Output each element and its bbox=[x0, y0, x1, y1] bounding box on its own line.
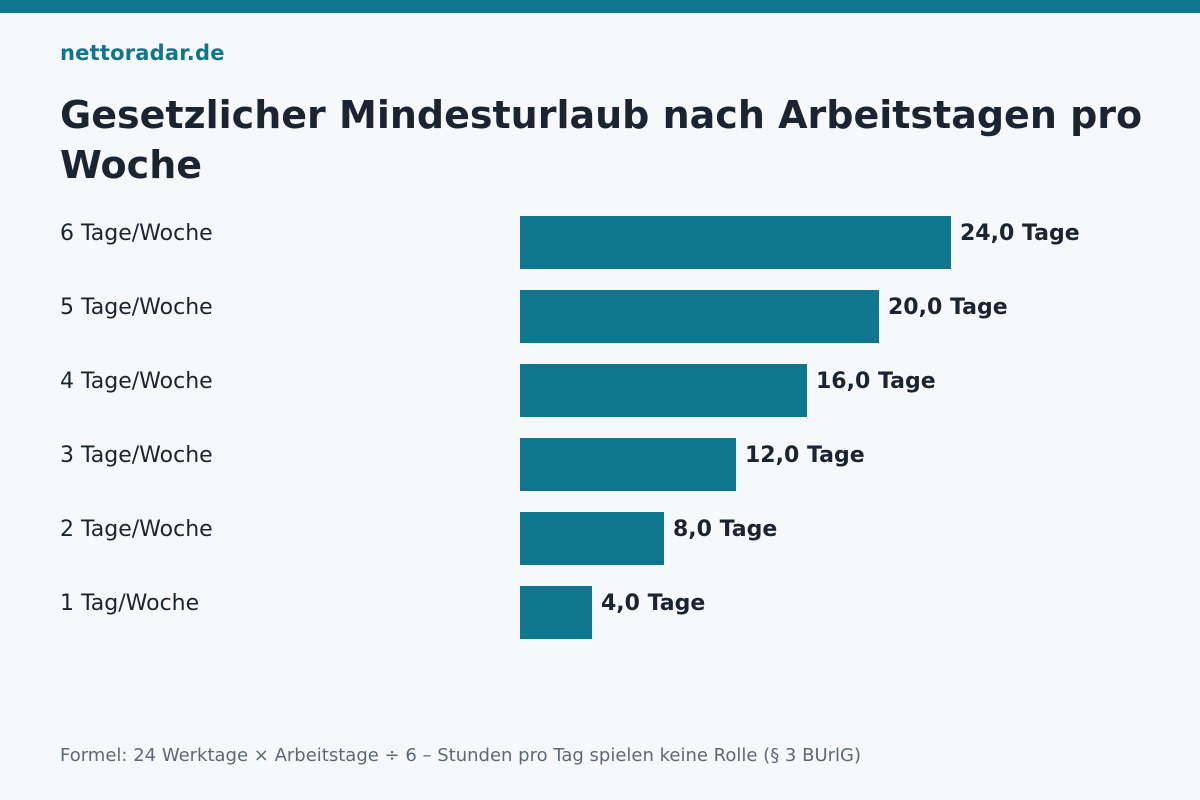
bar bbox=[520, 364, 807, 417]
category-label: 1 Tag/Woche bbox=[60, 591, 200, 616]
category-label: 3 Tage/Woche bbox=[60, 443, 213, 468]
bar bbox=[520, 290, 879, 343]
value-label: 4,0 Tage bbox=[601, 591, 706, 616]
bar bbox=[520, 216, 951, 269]
category-label: 5 Tage/Woche bbox=[60, 295, 213, 320]
brand-name: nettoradar.de bbox=[60, 41, 225, 65]
bar bbox=[520, 586, 592, 639]
category-label: 2 Tage/Woche bbox=[60, 517, 213, 542]
chart-title: Gesetzlicher Mindesturlaub nach Arbeitst… bbox=[60, 93, 1143, 187]
value-label: 12,0 Tage bbox=[745, 443, 865, 468]
category-label: 6 Tage/Woche bbox=[60, 221, 213, 246]
category-label: 4 Tage/Woche bbox=[60, 369, 213, 394]
value-label: 24,0 Tage bbox=[960, 221, 1080, 246]
bar bbox=[520, 438, 736, 491]
bar bbox=[520, 512, 664, 565]
value-label: 16,0 Tage bbox=[816, 369, 936, 394]
formula-footnote: Formel: 24 Werktage × Arbeitstage ÷ 6 – … bbox=[60, 745, 861, 766]
value-label: 20,0 Tage bbox=[888, 295, 1008, 320]
value-label: 8,0 Tage bbox=[673, 517, 778, 542]
top-accent-bar bbox=[0, 0, 1200, 13]
